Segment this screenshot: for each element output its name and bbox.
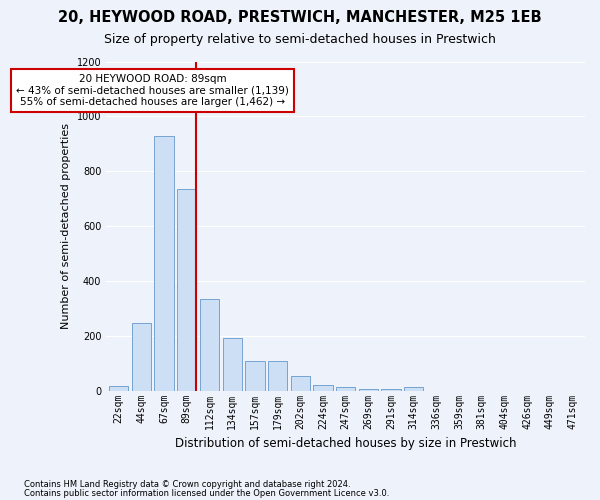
Bar — [200, 299, 219, 390]
Bar — [177, 189, 196, 390]
Bar — [154, 136, 174, 390]
Text: Contains public sector information licensed under the Open Government Licence v3: Contains public sector information licen… — [24, 489, 389, 498]
Text: 20, HEYWOOD ROAD, PRESTWICH, MANCHESTER, M25 1EB: 20, HEYWOOD ROAD, PRESTWICH, MANCHESTER,… — [58, 10, 542, 25]
Bar — [245, 361, 265, 390]
Bar — [109, 386, 128, 390]
Bar — [290, 376, 310, 390]
Bar — [313, 385, 332, 390]
Bar — [132, 322, 151, 390]
Text: Size of property relative to semi-detached houses in Prestwich: Size of property relative to semi-detach… — [104, 32, 496, 46]
X-axis label: Distribution of semi-detached houses by size in Prestwich: Distribution of semi-detached houses by … — [175, 437, 517, 450]
Bar — [223, 338, 242, 390]
Bar — [268, 361, 287, 390]
Y-axis label: Number of semi-detached properties: Number of semi-detached properties — [61, 123, 71, 329]
Text: Contains HM Land Registry data © Crown copyright and database right 2024.: Contains HM Land Registry data © Crown c… — [24, 480, 350, 489]
Bar — [404, 387, 424, 390]
Bar — [336, 386, 355, 390]
Text: 20 HEYWOOD ROAD: 89sqm
← 43% of semi-detached houses are smaller (1,139)
55% of : 20 HEYWOOD ROAD: 89sqm ← 43% of semi-det… — [16, 74, 289, 107]
